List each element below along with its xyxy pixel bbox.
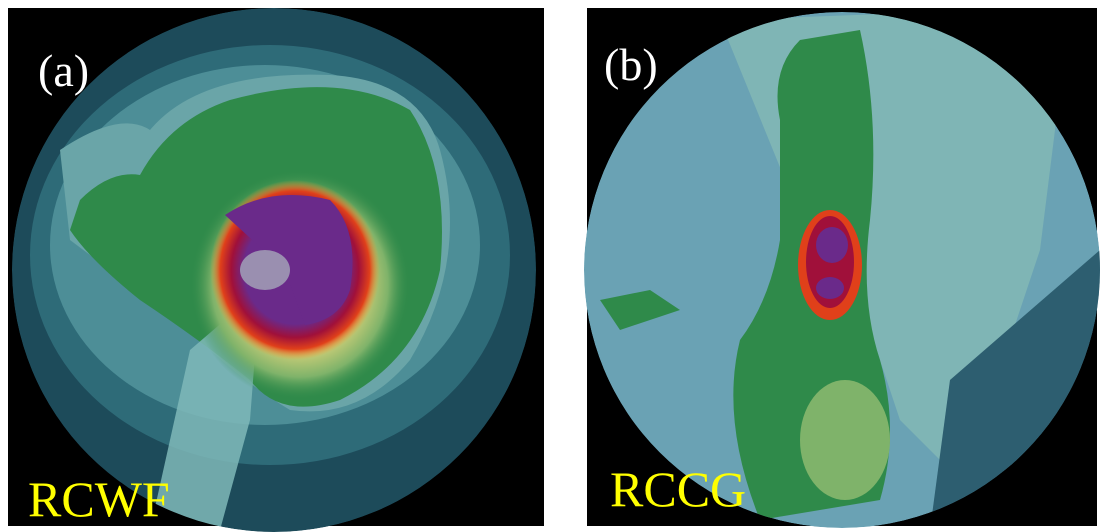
figure: (a) RCWF (b) RCCG bbox=[0, 0, 1104, 532]
radar-image bbox=[584, 10, 1100, 530]
radar-name: RCCG bbox=[610, 461, 746, 517]
panel-b: (b) RCCG bbox=[584, 8, 1100, 530]
radar-image bbox=[12, 8, 536, 532]
radar-name: RCWF bbox=[28, 471, 170, 527]
panel-label: (a) bbox=[38, 45, 89, 96]
panel-label: (b) bbox=[604, 39, 658, 90]
page: (a) RCWF (b) RCCG (() => { const data = … bbox=[0, 0, 1104, 532]
panel-a: (a) RCWF bbox=[8, 8, 544, 532]
